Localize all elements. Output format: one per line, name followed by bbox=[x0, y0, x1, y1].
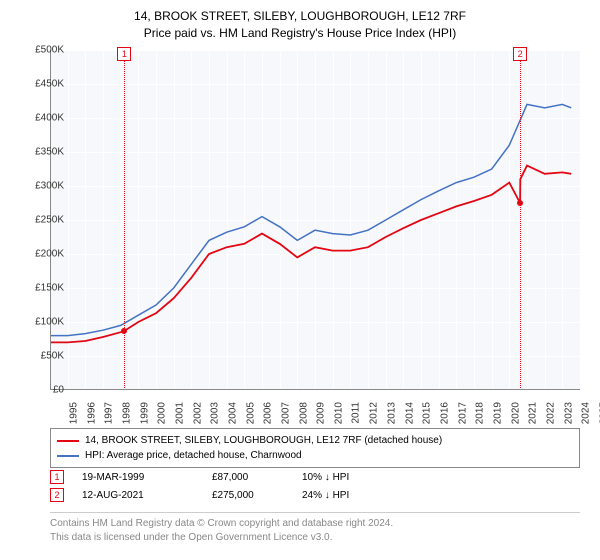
sale-diff: 24% ↓ HPI bbox=[302, 490, 392, 501]
x-tick-label: 2021 bbox=[528, 402, 539, 424]
x-tick-label: 2022 bbox=[545, 402, 556, 424]
y-tick-label: £250K bbox=[35, 215, 64, 226]
sale-marker-line bbox=[124, 50, 125, 390]
gridline-v bbox=[580, 50, 581, 390]
title-line2: Price paid vs. HM Land Registry's House … bbox=[0, 25, 600, 42]
x-tick-label: 2007 bbox=[280, 402, 291, 424]
legend-swatch bbox=[57, 440, 79, 442]
x-tick-label: 2019 bbox=[492, 402, 503, 424]
legend-label: HPI: Average price, detached house, Char… bbox=[85, 448, 302, 463]
sale-marker-dot bbox=[517, 200, 523, 206]
sale-date: 12-AUG-2021 bbox=[82, 490, 212, 501]
y-tick-label: £0 bbox=[53, 385, 64, 396]
x-tick-label: 2014 bbox=[404, 402, 415, 424]
x-tick-label: 2011 bbox=[350, 402, 361, 424]
x-tick-label: 2010 bbox=[333, 402, 344, 424]
series-line bbox=[50, 104, 571, 335]
x-tick-label: 2004 bbox=[227, 402, 238, 424]
x-tick-label: 2003 bbox=[210, 402, 221, 424]
y-tick-label: £100K bbox=[35, 317, 64, 328]
sale-date: 19-MAR-1999 bbox=[82, 472, 212, 483]
x-tick-label: 2023 bbox=[563, 402, 574, 424]
x-tick-label: 2000 bbox=[157, 402, 168, 424]
sale-row: 2 12-AUG-2021£275,00024% ↓ HPI bbox=[50, 486, 580, 504]
y-tick-label: £150K bbox=[35, 283, 64, 294]
chart: 12 bbox=[50, 50, 580, 390]
x-tick-label: 1999 bbox=[139, 402, 150, 424]
x-tick-label: 2016 bbox=[439, 402, 450, 424]
x-tick-label: 2017 bbox=[457, 402, 468, 424]
x-tick-label: 2006 bbox=[263, 402, 274, 424]
legend-swatch bbox=[57, 455, 79, 457]
x-tick-label: 2009 bbox=[316, 402, 327, 424]
x-tick-label: 2001 bbox=[174, 402, 185, 424]
gridline-h bbox=[50, 390, 580, 391]
sale-row-marker: 1 bbox=[50, 470, 64, 484]
sale-marker-dot bbox=[121, 328, 127, 334]
footer-line1: Contains HM Land Registry data © Crown c… bbox=[50, 517, 580, 531]
y-tick-label: £200K bbox=[35, 249, 64, 260]
y-tick-label: £300K bbox=[35, 181, 64, 192]
x-tick-label: 2005 bbox=[245, 402, 256, 424]
x-tick-label: 2002 bbox=[192, 402, 203, 424]
x-tick-label: 2012 bbox=[369, 402, 380, 424]
sale-row-marker: 2 bbox=[50, 488, 64, 502]
y-tick-label: £350K bbox=[35, 147, 64, 158]
x-tick-label: 1996 bbox=[86, 402, 97, 424]
title-line1: 14, BROOK STREET, SILEBY, LOUGHBOROUGH, … bbox=[0, 8, 600, 25]
sale-row: 1 19-MAR-1999£87,00010% ↓ HPI bbox=[50, 468, 580, 486]
x-axis bbox=[50, 389, 580, 390]
footer: Contains HM Land Registry data © Crown c… bbox=[50, 512, 580, 545]
legend-label: 14, BROOK STREET, SILEBY, LOUGHBOROUGH, … bbox=[85, 433, 442, 448]
y-tick-label: £400K bbox=[35, 113, 64, 124]
series-line bbox=[50, 166, 571, 343]
sales-table: 1 19-MAR-1999£87,00010% ↓ HPI 2 12-AUG-2021… bbox=[50, 468, 580, 504]
y-tick-label: £500K bbox=[35, 45, 64, 56]
sale-marker-box: 1 bbox=[117, 47, 131, 61]
chart-lines bbox=[50, 50, 580, 390]
x-tick-label: 2024 bbox=[581, 402, 592, 424]
x-tick-label: 1997 bbox=[104, 402, 115, 424]
sale-price: £275,000 bbox=[212, 490, 302, 501]
y-tick-label: £50K bbox=[41, 351, 64, 362]
x-tick-label: 2008 bbox=[298, 402, 309, 424]
legend-row: HPI: Average price, detached house, Char… bbox=[57, 448, 573, 463]
legend: 14, BROOK STREET, SILEBY, LOUGHBOROUGH, … bbox=[50, 428, 580, 468]
sale-marker-box: 2 bbox=[513, 47, 527, 61]
sale-marker-line bbox=[520, 50, 521, 390]
sale-price: £87,000 bbox=[212, 472, 302, 483]
x-tick-label: 2020 bbox=[510, 402, 521, 424]
x-tick-label: 2015 bbox=[422, 402, 433, 424]
x-tick-label: 1995 bbox=[68, 402, 79, 424]
x-tick-label: 2013 bbox=[386, 402, 397, 424]
sale-diff: 10% ↓ HPI bbox=[302, 472, 392, 483]
x-tick-label: 2018 bbox=[475, 402, 486, 424]
y-tick-label: £450K bbox=[35, 79, 64, 90]
x-tick-label: 1998 bbox=[121, 402, 132, 424]
legend-row: 14, BROOK STREET, SILEBY, LOUGHBOROUGH, … bbox=[57, 433, 573, 448]
footer-line2: This data is licensed under the Open Gov… bbox=[50, 531, 580, 545]
